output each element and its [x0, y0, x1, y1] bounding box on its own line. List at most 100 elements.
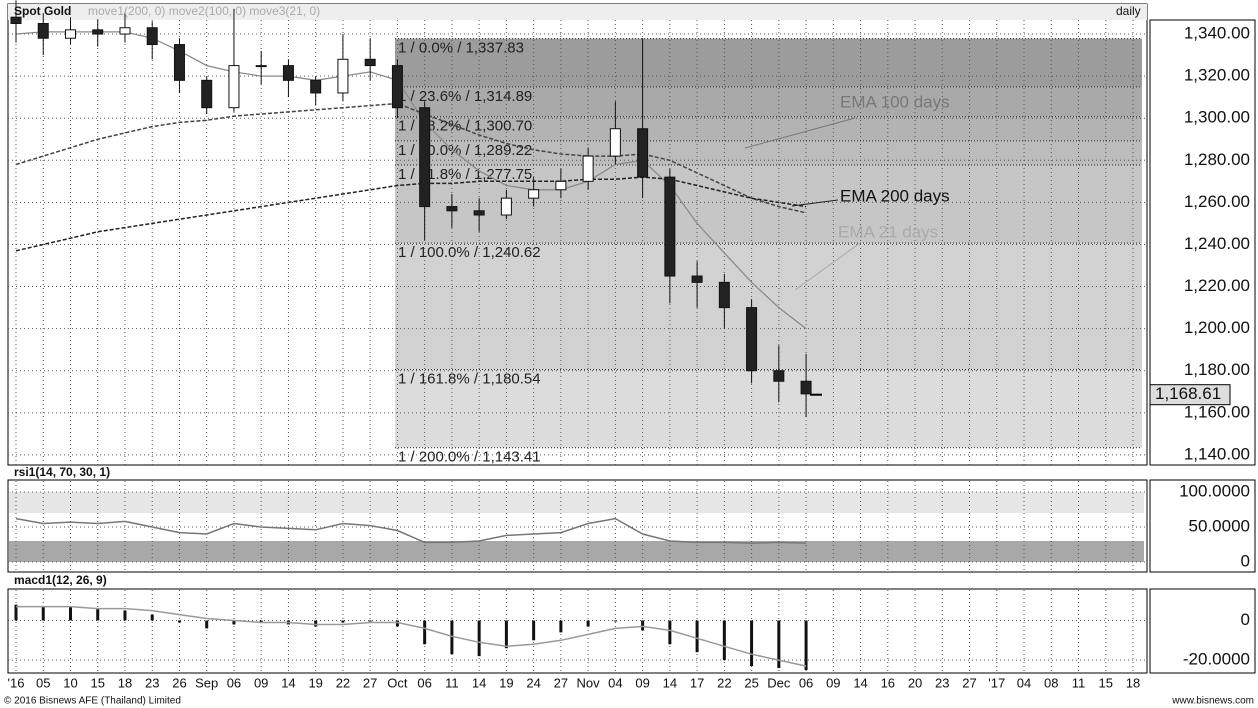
- candle-body: [228, 65, 240, 109]
- y-tick-label: 0: [1241, 551, 1250, 570]
- candle-body: [637, 128, 649, 178]
- fib-band: [395, 116, 1142, 141]
- x-tick-label: 09: [635, 675, 649, 690]
- x-tick-label: Oct: [387, 675, 408, 690]
- x-tick-label: 25: [744, 675, 758, 690]
- histogram-bar: [41, 606, 45, 621]
- y-tick-label: 0: [1241, 610, 1250, 629]
- y-tick-label: -20.0000: [1183, 650, 1250, 669]
- histogram-bar: [559, 620, 563, 633]
- x-tick-label: 14: [281, 675, 295, 690]
- histogram-bar: [341, 620, 345, 623]
- candle-body: [555, 180, 567, 191]
- x-tick-label: 22: [717, 675, 731, 690]
- candle-body: [773, 370, 785, 382]
- footer-left: © 2016 Bisnews AFE (Thailand) Limited: [4, 696, 181, 707]
- y-tick-label: 1,320.00: [1184, 66, 1250, 85]
- annotation: EMA 200 days: [840, 186, 950, 205]
- annotation: EMA 21 days: [838, 222, 938, 241]
- histogram-bar: [668, 620, 672, 645]
- header-bar: [8, 4, 1147, 20]
- x-tick-label: 14: [663, 675, 677, 690]
- candle-body: [528, 189, 540, 199]
- x-tick-label: 19: [499, 675, 513, 690]
- y-tick-label: 1,180.00: [1184, 360, 1250, 379]
- y-tick-label: 1,140.00: [1184, 444, 1250, 463]
- x-tick-label: 05: [36, 675, 50, 690]
- x-tick-label: 23: [935, 675, 949, 690]
- candle-body: [691, 275, 703, 283]
- x-tick-label: Dec: [767, 675, 791, 690]
- candle-body: [582, 155, 594, 182]
- x-tick-label: 04: [1017, 675, 1031, 690]
- fib-label: 1 / 61.8% / 1,277.75: [398, 166, 532, 183]
- x-tick-label: 18: [1126, 675, 1140, 690]
- x-tick-label: 20: [908, 675, 922, 690]
- histogram-bar: [504, 620, 508, 649]
- x-tick-label: 19: [308, 675, 322, 690]
- fib-band: [395, 140, 1142, 166]
- x-tick-label: 15: [90, 675, 104, 690]
- fib-band: [395, 243, 1142, 370]
- y-tick-label: 1,300.00: [1184, 108, 1250, 127]
- candle-body: [609, 128, 621, 157]
- annotation: EMA 100 days: [840, 92, 950, 111]
- candle-body: [255, 65, 267, 68]
- histogram-bar: [722, 620, 726, 661]
- y-tick-label: 100.0000: [1179, 481, 1250, 500]
- histogram-bar: [150, 614, 154, 621]
- line: [15, 176, 807, 252]
- fib-label: 1 / 161.8% / 1,180.54: [398, 371, 541, 388]
- x-tick-label: 24: [526, 675, 540, 690]
- x-tick-label: 22: [336, 675, 350, 690]
- y-tick-label: 1,240.00: [1184, 234, 1250, 253]
- histogram-bar: [68, 606, 72, 621]
- candle-body: [364, 58, 376, 67]
- fib-label: 1 / 100.0% / 1,240.62: [398, 244, 541, 261]
- lower-band: [9, 540, 1144, 562]
- y-tick-label: 1,260.00: [1184, 192, 1250, 211]
- y-tick-label: 50.0000: [1189, 516, 1250, 535]
- x-tick-label: 09: [254, 675, 268, 690]
- histogram-bar: [695, 620, 699, 653]
- candle-body: [473, 210, 485, 216]
- candle-body: [500, 197, 512, 216]
- candle-body: [664, 176, 676, 277]
- macd-title: macd1(12, 26, 9): [14, 573, 107, 587]
- fib-band: [395, 38, 1142, 87]
- x-tick-label: 15: [1099, 675, 1113, 690]
- x-tick-label: 04: [608, 675, 622, 690]
- last-price-box: [1149, 384, 1231, 406]
- line: [15, 517, 807, 544]
- x-tick-label: 26: [172, 675, 186, 690]
- histogram-bar: [777, 620, 781, 669]
- x-tick-label: 17: [690, 675, 704, 690]
- histogram-bar: [14, 604, 18, 621]
- histogram-bar: [804, 620, 808, 671]
- x-tick-label: 06: [417, 675, 431, 690]
- x-tick-label: 11: [1072, 675, 1086, 690]
- candle-body: [310, 79, 322, 94]
- y-tick-label: 1,200.00: [1184, 318, 1250, 337]
- candle-body: [282, 65, 294, 81]
- x-tick-label: 18: [118, 675, 132, 690]
- fib-band: [395, 369, 1142, 448]
- x-tick-label: 27: [554, 675, 568, 690]
- y-tick-label: 1,220.00: [1184, 276, 1250, 295]
- histogram-bar: [232, 620, 236, 625]
- histogram-bar: [395, 620, 399, 627]
- histogram-bar: [477, 620, 481, 657]
- histogram-bar: [750, 620, 754, 667]
- fib-band: [395, 86, 1142, 117]
- annotation-arrow: [794, 242, 861, 291]
- y-tick-label: 1,280.00: [1184, 150, 1250, 169]
- annotation-arrow: [791, 199, 839, 207]
- chart-subtitle: move1(200, 0) move2(100, 0) move3(21, 0): [88, 4, 320, 18]
- fib-label: 1 / 50.0% / 1,289.22: [398, 142, 532, 159]
- x-tick-label: 14: [853, 675, 867, 690]
- candle-body: [64, 29, 76, 39]
- candle-body: [146, 27, 158, 46]
- x-tick-label: '17: [988, 675, 1005, 690]
- x-tick-label: 27: [363, 675, 377, 690]
